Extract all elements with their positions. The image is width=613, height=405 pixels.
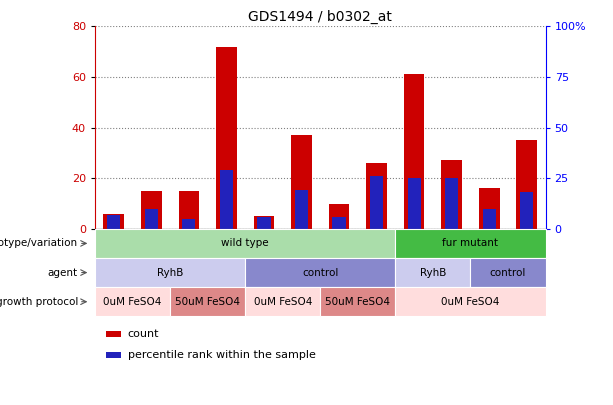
Bar (105, 331, 121, 337)
Bar (370, 176, 383, 229)
Text: control: control (302, 268, 338, 277)
Bar (257, 217, 270, 229)
Bar (291, 135, 312, 229)
Bar (295, 190, 308, 229)
Text: 0uM FeSO4: 0uM FeSO4 (254, 297, 312, 307)
Bar (254, 216, 274, 229)
Text: wild type: wild type (221, 239, 269, 248)
Text: 0uM FeSO4: 0uM FeSO4 (441, 297, 500, 307)
Bar (329, 203, 349, 229)
Bar (104, 214, 124, 229)
Bar (445, 178, 459, 229)
Bar (408, 178, 421, 229)
Bar (404, 75, 424, 229)
Bar (395, 258, 471, 287)
Text: 50uM FeSO4: 50uM FeSO4 (326, 297, 390, 307)
Bar (220, 170, 233, 229)
Bar (216, 47, 237, 229)
Bar (170, 287, 245, 316)
Text: count: count (128, 329, 159, 339)
Text: control: control (490, 268, 526, 277)
Text: RyhB: RyhB (157, 268, 183, 277)
Bar (141, 191, 162, 229)
Bar (395, 287, 546, 316)
Bar (482, 209, 496, 229)
Bar (178, 191, 199, 229)
Bar (321, 287, 395, 316)
Bar (182, 219, 196, 229)
Bar (479, 188, 500, 229)
Title: GDS1494 / b0302_at: GDS1494 / b0302_at (248, 10, 392, 24)
Text: fur mutant: fur mutant (443, 239, 498, 248)
Bar (332, 217, 346, 229)
Bar (95, 229, 395, 258)
Text: 50uM FeSO4: 50uM FeSO4 (175, 297, 240, 307)
Bar (517, 140, 537, 229)
Bar (245, 258, 395, 287)
Text: agent: agent (48, 268, 78, 277)
Bar (105, 352, 121, 358)
Bar (245, 287, 321, 316)
Text: RyhB: RyhB (420, 268, 446, 277)
Bar (95, 258, 245, 287)
Text: 0uM FeSO4: 0uM FeSO4 (104, 297, 162, 307)
Bar (520, 192, 533, 229)
Bar (107, 215, 120, 229)
Text: percentile rank within the sample: percentile rank within the sample (128, 350, 316, 360)
Bar (395, 229, 546, 258)
Bar (441, 160, 462, 229)
Bar (471, 258, 546, 287)
Bar (145, 209, 158, 229)
Bar (367, 163, 387, 229)
Text: genotype/variation: genotype/variation (0, 239, 78, 248)
Text: growth protocol: growth protocol (0, 297, 78, 307)
Bar (95, 287, 170, 316)
